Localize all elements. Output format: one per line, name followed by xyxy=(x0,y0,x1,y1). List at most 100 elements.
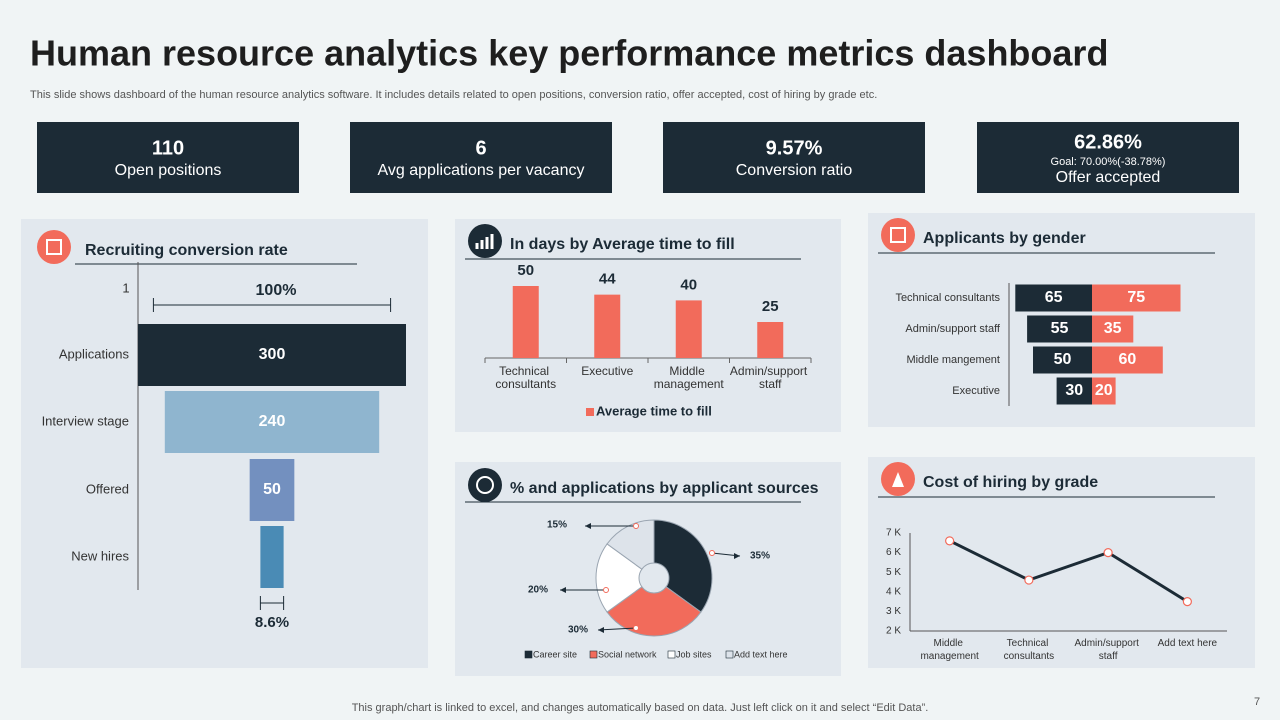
bar xyxy=(1092,346,1163,374)
kpi-label: Offer accepted xyxy=(1056,169,1161,186)
kpi-label: Avg applications per vacancy xyxy=(378,162,585,179)
page-number: 7 xyxy=(1254,696,1260,708)
bar xyxy=(1056,377,1092,405)
funnel-bar xyxy=(249,459,295,521)
kpi-card xyxy=(977,122,1239,193)
value-label: 60 xyxy=(1119,351,1137,368)
category-label: Middle mangement xyxy=(906,354,1000,366)
bar xyxy=(1015,284,1092,312)
kpi-row: 110 Open positions 6 Avg applications pe… xyxy=(37,122,1239,193)
annotation: 8.6% xyxy=(255,614,289,631)
annotation: 100% xyxy=(256,282,297,299)
value-label: 30% xyxy=(568,625,588,636)
value-label: 55 xyxy=(1051,320,1069,337)
panel-title: Recruiting conversion rate xyxy=(85,242,288,259)
legend-swatch xyxy=(667,650,676,659)
category-label: Technical consultants xyxy=(895,292,1000,304)
legend-label: Career site xyxy=(533,649,577,659)
value-label: 65 xyxy=(1045,289,1063,306)
x-tick-label: Technical consultants xyxy=(1004,638,1055,662)
bracket xyxy=(259,596,285,610)
value-label: 50 xyxy=(1054,351,1072,368)
bar xyxy=(757,322,784,358)
y-tick-label: 7 K xyxy=(886,528,901,539)
line xyxy=(948,539,1189,603)
x-tick-label: Technical consultants xyxy=(495,364,556,391)
legend-swatch xyxy=(586,408,594,416)
x-tick-label: Middle management xyxy=(920,638,979,662)
category-label: Admin/support staff xyxy=(905,323,1001,335)
kpi-label: Open positions xyxy=(115,162,222,179)
page-title: Human resource analytics key performance… xyxy=(30,33,1108,74)
value-label: 20 xyxy=(1095,382,1113,399)
funnel-bar xyxy=(164,391,380,453)
legend-label: Average time to fill xyxy=(596,403,712,418)
kpi-label: Conversion ratio xyxy=(736,162,853,179)
icon-glyph xyxy=(475,234,494,249)
category-label: Executive xyxy=(952,385,1000,397)
legend-swatch xyxy=(725,650,734,659)
page-subtitle: This slide shows dashboard of the human … xyxy=(30,89,877,101)
callout-dot xyxy=(603,587,609,593)
category-label: Interview stage xyxy=(42,413,129,428)
x-tick-label: Admin/support staff xyxy=(730,364,811,391)
value-label: 44 xyxy=(599,271,616,288)
kpi-card xyxy=(350,122,612,193)
kpi-card xyxy=(37,122,299,193)
callout-dot xyxy=(709,550,715,556)
donut-segment xyxy=(606,519,655,570)
value-label: 15% xyxy=(547,520,567,531)
legend-label: Social network xyxy=(598,649,657,659)
value-label: 50 xyxy=(263,481,281,498)
icon-glyph xyxy=(476,476,494,494)
value-label: 25 xyxy=(762,298,779,315)
value-label: 35 xyxy=(1104,320,1122,337)
kpi-value: 6 xyxy=(475,137,486,159)
legend-label: Add text here xyxy=(734,649,788,659)
bar xyxy=(1033,346,1092,374)
panel xyxy=(455,462,841,676)
x-tick-label: Executive xyxy=(581,364,633,378)
category-label: New hires xyxy=(71,548,129,563)
panel-headers: Recruiting conversion rate In days by Av… xyxy=(37,218,1215,503)
y-tick-label: 6 K xyxy=(886,547,901,558)
kpi-value: 9.57% xyxy=(766,137,823,159)
icon-glyph xyxy=(46,239,62,255)
x-tick-label: Admin/support staff xyxy=(1074,638,1141,662)
bar xyxy=(1092,377,1116,405)
value-label: 240 xyxy=(259,413,286,430)
bar xyxy=(675,300,702,358)
panel-title: Cost of hiring by grade xyxy=(923,474,1098,491)
y-tick-label: 5 K xyxy=(886,567,901,578)
callout-arrow xyxy=(734,553,740,559)
panel-title: In days by Average time to fill xyxy=(510,236,735,253)
icon xyxy=(881,218,915,252)
bar xyxy=(1092,284,1181,312)
marker xyxy=(945,536,955,546)
donut-segment xyxy=(606,586,702,637)
donut-segment xyxy=(653,519,713,613)
y-tick-label: 3 K xyxy=(886,606,901,617)
value-label: 30 xyxy=(1065,382,1083,399)
value-label: 75 xyxy=(1127,289,1145,306)
legend-swatch xyxy=(589,650,598,659)
kpi-value: 62.86% xyxy=(1074,131,1142,153)
footer: This graph/chart is linked to excel, and… xyxy=(352,702,929,714)
marker xyxy=(1182,596,1192,607)
marker xyxy=(1103,547,1113,558)
bracket xyxy=(152,298,392,312)
value-label: 20% xyxy=(528,585,548,596)
marker xyxy=(1024,575,1034,585)
icon-glyph xyxy=(892,472,904,487)
icon xyxy=(468,468,502,502)
icon-glyph xyxy=(890,227,906,243)
y-tick-label: 4 K xyxy=(886,586,901,597)
bar xyxy=(1092,315,1134,343)
category-label: Applications xyxy=(59,346,130,361)
bar xyxy=(1027,315,1092,343)
value-label: 50 xyxy=(517,262,534,279)
funnel-bar xyxy=(260,526,284,588)
callout-arrow xyxy=(560,587,566,593)
legend-swatch xyxy=(524,650,533,659)
